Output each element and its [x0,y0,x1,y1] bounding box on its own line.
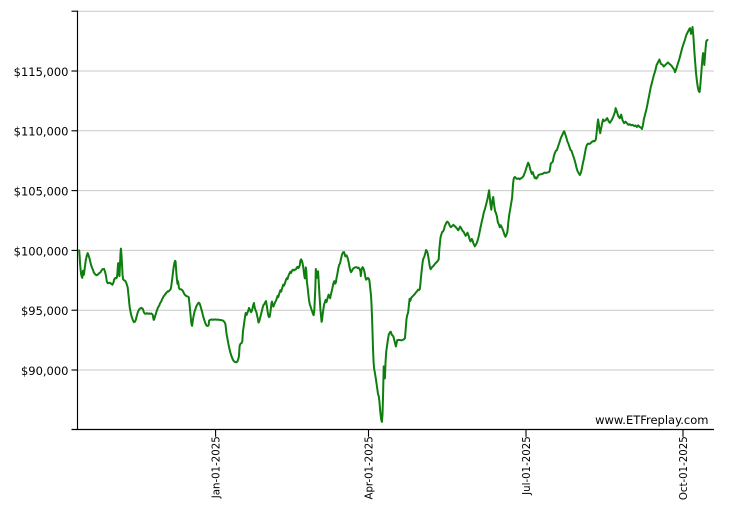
x-tick-label: Jan-01-2025 [212,436,223,499]
x-tick-label: Jul-01-2025 [522,436,533,496]
gridlines [78,10,714,371]
y-tick-label: $110,000 [14,125,69,139]
price-line [78,25,709,423]
y-tick-label: $90,000 [21,364,69,378]
y-tick-label: $95,000 [21,304,69,318]
x-tick-label: Oct-01-2025 [679,436,690,500]
x-tick-label: Apr-01-2025 [365,436,376,499]
y-tick-label: $105,000 [14,185,69,199]
watermark-etfreplay: www.ETFreplay.com [595,413,708,427]
y-tick-label: $100,000 [14,244,69,258]
y-tick-label: $115,000 [14,65,69,79]
price-line-layer [78,25,709,423]
axes [71,10,714,437]
axis-labels: $115,000 $110,000 $105,000 $100,000 $95,000 $… [14,65,690,500]
